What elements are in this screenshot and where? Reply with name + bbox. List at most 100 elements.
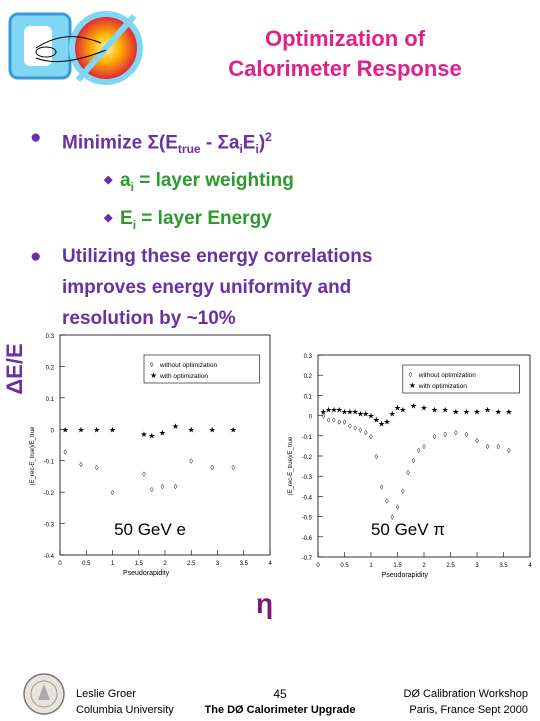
diamond-point: ◊ (353, 426, 357, 433)
slide-title: Optimization of Calorimeter Response (170, 24, 520, 84)
diamond-point: ◊ (486, 444, 490, 451)
star-point: ★ (452, 408, 459, 417)
diamond-point: ◊ (412, 458, 416, 465)
star-point: ★ (378, 420, 385, 429)
star-point: ★ (188, 425, 195, 434)
eta-label: η (256, 588, 274, 619)
star-point: ★ (357, 410, 364, 419)
star-point: ★ (62, 425, 69, 434)
legend-star-marker: ★ (150, 371, 157, 380)
legend-entry: with optimization (159, 373, 208, 380)
x-tick-label: 4 (528, 563, 532, 569)
x-tick-label: 3.5 (240, 561, 249, 567)
x-axis-label: Pseudorapidity (123, 570, 170, 577)
x-axis-label: Pseudorapidity (382, 572, 429, 579)
columbia-seal-logo (22, 672, 66, 716)
x-tick-label: 1.5 (135, 561, 144, 567)
diamond-point: ◊ (396, 505, 400, 512)
x-tick-label: 2.5 (446, 563, 455, 569)
diamond-point: ◊ (369, 434, 373, 441)
star-point: ★ (320, 408, 327, 417)
bullet-line: improves energy uniformity and (62, 276, 352, 298)
legend-entry: with optimization (418, 383, 467, 390)
legend-entry: without optimization (159, 362, 217, 369)
star-point: ★ (140, 430, 147, 439)
footer-event: DØ Calibration Workshop Paris, France Se… (378, 686, 528, 718)
diamond-point: ◊ (496, 444, 500, 451)
y-tick-label: -0.2 (44, 491, 55, 497)
sub-sub: i (132, 217, 137, 232)
star-point: ★ (389, 410, 396, 419)
diamond-point: ◊ (465, 432, 469, 439)
y-axis-label: (E_rec-E_true)/E_true (288, 436, 294, 495)
diamond-point: ◊ (161, 484, 165, 491)
legend-entry: without optimization (418, 372, 476, 379)
y-tick-label: 0.2 (304, 374, 313, 380)
diamond-point: ◊ (190, 459, 194, 466)
star-point: ★ (159, 428, 166, 437)
sub-text: a (120, 170, 131, 192)
diamond-point: ◊ (79, 462, 83, 469)
bullet-dot-icon: ● (30, 245, 42, 267)
formula-sub: i (255, 142, 259, 157)
y-tick-label: -0.4 (44, 554, 55, 560)
y-tick-label: -0.7 (302, 556, 313, 562)
diamond-point: ◊ (337, 420, 341, 427)
y-tick-label: -0.3 (302, 475, 313, 481)
y-tick-label: -0.4 (302, 495, 313, 501)
diamond-point: ◊ (454, 430, 458, 437)
star-point: ★ (325, 406, 332, 415)
y-tick-label: 0.1 (46, 397, 55, 403)
star-point: ★ (93, 425, 100, 434)
author-name: Leslie Groer (76, 688, 136, 700)
formula-part: Σ(E (147, 132, 178, 154)
panel-label: 50 GeV e (114, 520, 186, 539)
star-point: ★ (473, 408, 480, 417)
diamond-point: ◊ (380, 484, 384, 491)
y-tick-label: -0.3 (44, 523, 55, 529)
star-point: ★ (383, 418, 390, 427)
formula-part: - Σa (200, 132, 240, 154)
bullet-dot-icon: ● (30, 127, 42, 148)
bullet-minimize: ● Minimize Σ(Etrue - ΣaiEi)2 (28, 122, 528, 165)
diamond-point: ◊ (390, 515, 394, 522)
star-point: ★ (352, 408, 359, 417)
title-line-2: Calorimeter Response (228, 56, 462, 81)
diamond-point: ◊ (327, 418, 331, 425)
y-tick-label: -0.2 (302, 455, 313, 461)
diamond-point: ◊ (95, 465, 99, 472)
star-point: ★ (505, 408, 512, 417)
diamond-point: ◊ (343, 420, 347, 427)
y-tick-label: 0.2 (46, 365, 55, 371)
y-axis-label: (E_rec-E_true)/E_true (30, 426, 36, 485)
talk-title: The DØ Calorimeter Upgrade (204, 704, 356, 716)
formula-sub: i (239, 142, 243, 157)
diamond-point: ◊ (232, 465, 236, 472)
star-point: ★ (341, 408, 348, 417)
diamond-point: ◊ (475, 438, 479, 445)
diamond-point: ◊ (433, 434, 437, 441)
star-point: ★ (172, 422, 179, 431)
chart-pion: 0.30.20.10-0.1-0.2-0.3-0.4-0.5-0.6-0.70 0… (288, 354, 532, 579)
star-point: ★ (336, 406, 343, 415)
diamond-point: ◊ (332, 418, 336, 425)
star-point: ★ (495, 408, 502, 417)
sub-bullet-weighting: ◆ ai = layer weighting (28, 165, 528, 203)
formula-sub: true (177, 142, 201, 157)
diamond-point: ◊ (174, 484, 178, 491)
star-point: ★ (77, 425, 84, 434)
star-point: ★ (410, 402, 417, 411)
diamond-point: ◊ (375, 454, 379, 461)
bullet-utilizing: ● Utilizing these energy correlations im… (28, 241, 528, 334)
star-point: ★ (346, 408, 353, 417)
chart-electron: 0.30.20.10-0.1-0.2-0.3-0.40 0.5 1 1.5 2 2.5 3 3… (30, 334, 272, 577)
star-point: ★ (431, 406, 438, 415)
x-tick-label: 1 (111, 561, 115, 567)
formula-sup: 2 (265, 130, 272, 144)
y-tick-label: 0.1 (304, 394, 313, 400)
x-tick-label: 2 (163, 561, 167, 567)
x-tick-label: 4 (268, 561, 272, 567)
sub-sub: i (130, 179, 134, 194)
x-tick-label: 3 (216, 561, 220, 567)
x-tick-label: 0 (316, 563, 320, 569)
